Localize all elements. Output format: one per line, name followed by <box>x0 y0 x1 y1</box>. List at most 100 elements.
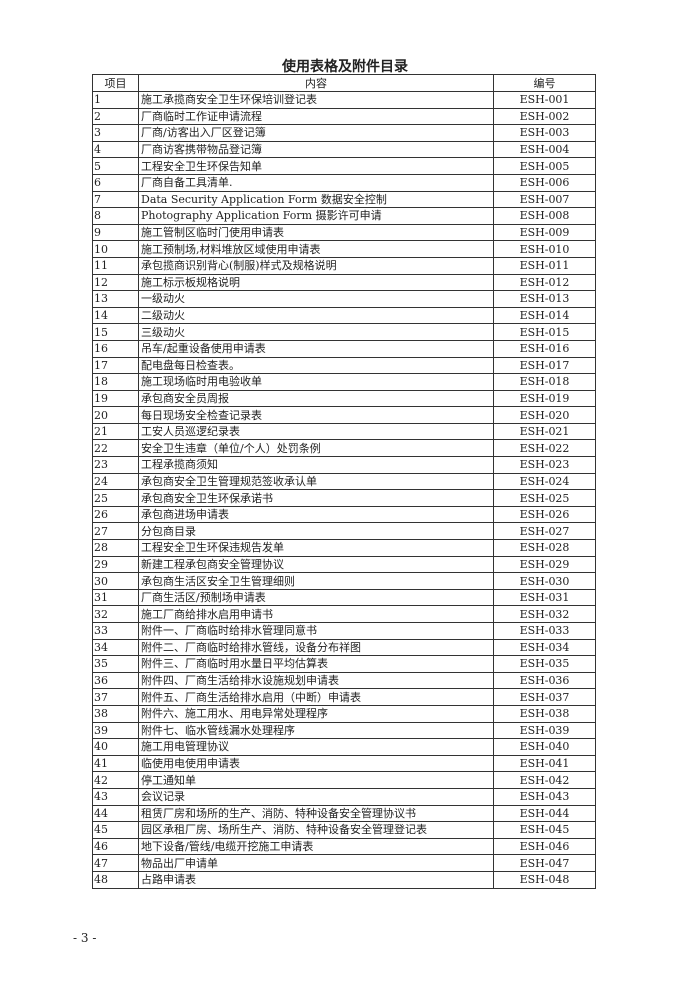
item-code: ESH-039 <box>493 721 596 740</box>
table-row: 25 承包商安全卫生环保承诺书 ESH-025 <box>92 489 596 507</box>
item-code: ESH-002 <box>493 107 596 126</box>
item-content: 租赁厂房和场所的生产、消防、特种设备安全管理协议书 <box>138 804 494 823</box>
item-code: ESH-013 <box>493 290 596 308</box>
item-number: 13 <box>92 290 139 308</box>
item-number: 9 <box>92 223 139 242</box>
item-code: ESH-033 <box>493 622 596 640</box>
item-content: 施工管制区临时门使用申请表 <box>138 223 494 242</box>
item-code: ESH-037 <box>493 688 596 706</box>
table-row: 7 Data Security Application Form 数据安全控制 ES… <box>92 190 596 209</box>
item-number: 24 <box>92 472 139 491</box>
table-row: 2 厂商临时工作证申请流程 ESH-002 <box>92 107 596 126</box>
table-row: 48 占路申请表 ESH-048 <box>92 870 596 889</box>
table-row: 16 吊车/起重设备使用申请表 ESH-016 <box>92 339 596 358</box>
item-number: 11 <box>92 256 139 275</box>
item-number: 33 <box>92 622 139 640</box>
item-content: 厂商临时工作证申请流程 <box>138 107 494 126</box>
item-code: ESH-041 <box>493 754 596 773</box>
item-content: 新建工程承包商安全管理协议 <box>138 555 494 574</box>
table-row: 5 工程安全卫生环保告知单 ESH-005 <box>92 157 596 175</box>
item-number: 17 <box>92 356 139 375</box>
table-row: 20 每日现场安全检查记录表 ESH-020 <box>92 406 596 424</box>
table-row: 11 承包揽商识别背心(制服)样式及规格说明 ESH-011 <box>92 256 596 275</box>
table-row: 30 承包商生活区安全卫生管理细则 ESH-030 <box>92 572 596 590</box>
item-content: 附件七、临水管线漏水处理程序 <box>138 721 494 740</box>
table-row: 18 施工现场临时用电验收单 ESH-018 <box>92 373 596 391</box>
item-code: ESH-024 <box>493 472 596 491</box>
item-content: 承包商安全员周报 <box>138 389 494 408</box>
header-item: 项目 <box>92 74 139 92</box>
item-content: 每日现场安全检查记录表 <box>138 406 494 424</box>
table-row: 34 附件二、厂商临时给排水管线，设备分布祥图 ESH-034 <box>92 638 596 657</box>
item-content: Photography Application Form 摄影许可申请 <box>138 207 494 225</box>
item-content: 地下设备/管线/电缆开挖施工申请表 <box>138 837 494 856</box>
item-code: ESH-009 <box>493 223 596 242</box>
item-content: Data Security Application Form 数据安全控制 <box>138 190 494 209</box>
item-number: 47 <box>92 854 139 872</box>
table-row: 47 物品出厂申请单 ESH-047 <box>92 854 596 872</box>
item-number: 36 <box>92 671 139 690</box>
item-code: ESH-017 <box>493 356 596 375</box>
table-row: 6 厂商自备工具清单. ESH-006 <box>92 173 596 192</box>
table-row: 39 附件七、临水管线漏水处理程序 ESH-039 <box>92 721 596 740</box>
item-code: ESH-021 <box>493 422 596 441</box>
table-row: 26 承包商进场申请表 ESH-026 <box>92 505 596 524</box>
item-content: 承包商安全卫生环保承诺书 <box>138 489 494 507</box>
header-content: 内容 <box>138 74 494 92</box>
item-content: 厂商/访客出入厂区登记簿 <box>138 124 494 142</box>
item-number: 42 <box>92 771 139 789</box>
item-code: ESH-023 <box>493 456 596 474</box>
table-row: 24 承包商安全卫生管理规范签收承认单 ESH-024 <box>92 472 596 491</box>
table-row: 23 工程承揽商须知 ESH-023 <box>92 456 596 474</box>
item-content: 三级动火 <box>138 323 494 341</box>
header-code: 编号 <box>493 74 596 92</box>
item-content: 会议记录 <box>138 787 494 806</box>
item-code: ESH-008 <box>493 207 596 225</box>
item-number: 26 <box>92 505 139 524</box>
item-content: 厂商自备工具清单. <box>138 173 494 192</box>
table-row: 36 附件四、厂商生活给排水设施规划申请表 ESH-036 <box>92 671 596 690</box>
table-row: 13 一级动火 ESH-013 <box>92 290 596 308</box>
table-row: 27 分包商目录 ESH-027 <box>92 522 596 541</box>
item-code: ESH-011 <box>493 256 596 275</box>
item-code: ESH-016 <box>493 339 596 358</box>
item-number: 34 <box>92 638 139 657</box>
item-content: 停工通知单 <box>138 771 494 789</box>
item-content: 承包商进场申请表 <box>138 505 494 524</box>
item-code: ESH-027 <box>493 522 596 541</box>
item-code: ESH-006 <box>493 173 596 192</box>
table-row: 22 安全卫生违章（单位/个人）处罚条例 ESH-022 <box>92 439 596 458</box>
item-number: 18 <box>92 373 139 391</box>
item-content: 一级动火 <box>138 290 494 308</box>
item-number: 29 <box>92 555 139 574</box>
forms-table: 项目 内容 编号 1 施工承揽商安全卫生环保培训登记表 ESH-001 2 厂商临时工作… <box>92 74 596 889</box>
item-number: 19 <box>92 389 139 408</box>
item-number: 23 <box>92 456 139 474</box>
item-number: 27 <box>92 522 139 541</box>
item-code: ESH-032 <box>493 605 596 623</box>
item-code: ESH-005 <box>493 157 596 175</box>
item-number: 5 <box>92 157 139 175</box>
item-content: 施工预制场,材料堆放区域使用申请表 <box>138 240 494 258</box>
table-row: 28 工程安全卫生环保违规告发单 ESH-028 <box>92 539 596 557</box>
item-number: 44 <box>92 804 139 823</box>
item-number: 35 <box>92 655 139 673</box>
table-row: 32 施工厂商给排水启用申请书 ESH-032 <box>92 605 596 623</box>
item-number: 41 <box>92 754 139 773</box>
table-row: 40 施工用电管理协议 ESH-040 <box>92 738 596 756</box>
item-content: 附件二、厂商临时给排水管线，设备分布祥图 <box>138 638 494 657</box>
table-header: 项目 内容 编号 <box>92 74 596 92</box>
item-code: ESH-044 <box>493 804 596 823</box>
item-number: 31 <box>92 588 139 607</box>
item-number: 15 <box>92 323 139 341</box>
item-number: 6 <box>92 173 139 192</box>
item-code: ESH-028 <box>493 539 596 557</box>
item-content: 工安人员巡逻纪录表 <box>138 422 494 441</box>
item-code: ESH-015 <box>493 323 596 341</box>
table-row: 19 承包商安全员周报 ESH-019 <box>92 389 596 408</box>
item-code: ESH-042 <box>493 771 596 789</box>
item-code: ESH-036 <box>493 671 596 690</box>
item-number: 37 <box>92 688 139 706</box>
item-content: 施工现场临时用电验收单 <box>138 373 494 391</box>
table-row: 33 附件一、厂商临时给排水管理同意书 ESH-033 <box>92 622 596 640</box>
